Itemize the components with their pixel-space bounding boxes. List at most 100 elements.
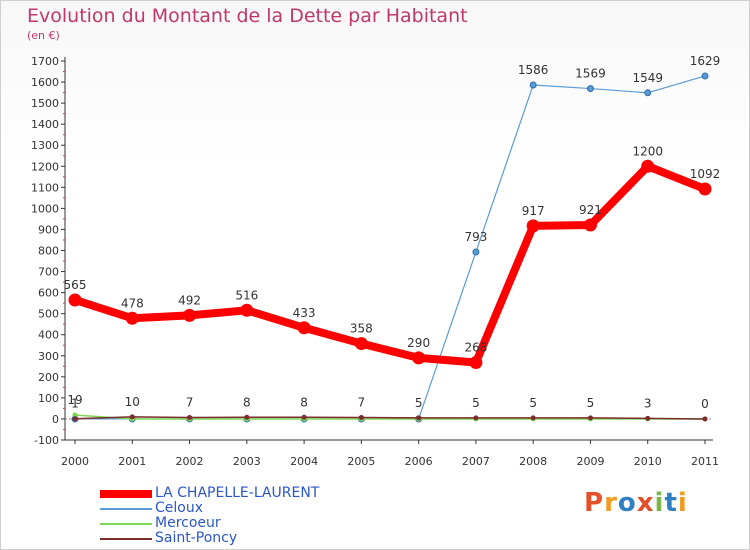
series-point-0 — [354, 337, 368, 351]
data-label: 7 — [358, 395, 366, 409]
data-label: 1629 — [690, 54, 721, 68]
chart-title: Evolution du Montant de la Dette par Hab… — [27, 5, 468, 27]
series-point-1 — [644, 89, 652, 97]
series-point-0 — [297, 321, 311, 335]
series-point-1 — [529, 81, 537, 89]
data-label: 921 — [579, 203, 602, 217]
data-label: 0 — [701, 397, 709, 411]
series-point-0 — [526, 219, 540, 233]
series-line-3 — [74, 416, 706, 420]
y-tick-label: 1400 — [31, 118, 59, 131]
y-tick-label: 700 — [38, 266, 59, 279]
x-tick-label: 2011 — [691, 455, 719, 468]
y-tick-label: 1600 — [31, 76, 59, 89]
y-tick-label: 1100 — [31, 181, 59, 194]
legend-label: Saint-Poncy — [155, 530, 238, 546]
series-point-3 — [473, 415, 479, 421]
logo-letter: i — [677, 488, 688, 518]
series-point-0 — [583, 218, 597, 232]
proxiti-logo: Proxiti — [584, 488, 688, 518]
series-point-1 — [701, 72, 709, 80]
series-point-3 — [416, 415, 422, 421]
logo-letter: i — [654, 488, 665, 518]
legend-swatch — [100, 538, 152, 540]
logo-letter: t — [664, 488, 678, 518]
x-tick-label: 2000 — [61, 455, 89, 468]
y-tick-label: 100 — [38, 392, 59, 405]
y-tick-label: 500 — [38, 308, 59, 321]
y-tick-label: 400 — [38, 329, 59, 342]
series-point-2 — [72, 412, 78, 418]
legend-swatch — [100, 523, 152, 525]
data-label: 478 — [121, 296, 144, 310]
data-label: 516 — [235, 288, 258, 302]
series-point-0 — [698, 182, 712, 196]
x-tick-label: 2004 — [290, 455, 318, 468]
data-label: 1569 — [575, 67, 606, 81]
series-point-3 — [301, 414, 307, 420]
data-label: 290 — [407, 336, 430, 350]
x-tick-label: 2003 — [233, 455, 261, 468]
series-point-0 — [125, 311, 139, 325]
data-label: 1 — [71, 397, 79, 411]
y-tick-label: 600 — [38, 287, 59, 300]
series-point-3 — [129, 414, 135, 420]
data-label: 5 — [587, 396, 595, 410]
data-label: 793 — [464, 230, 487, 244]
logo-letter: P — [584, 488, 605, 518]
series-point-1 — [586, 85, 594, 93]
series-point-0 — [412, 351, 426, 365]
y-tick-label: 1200 — [31, 160, 59, 173]
legend-label: Mercoeur — [155, 515, 221, 531]
data-label: 7 — [186, 395, 194, 409]
series-point-3 — [587, 415, 593, 421]
data-label: 1586 — [518, 63, 549, 77]
data-label: 8 — [300, 395, 308, 409]
y-tick-label: 900 — [38, 223, 59, 236]
legend-label: Celoux — [155, 500, 204, 516]
x-tick-label: 2002 — [176, 455, 204, 468]
data-label: 8 — [243, 395, 251, 409]
y-tick-label: 1500 — [31, 97, 59, 110]
logo-letter: r — [604, 488, 618, 518]
series-point-3 — [530, 415, 536, 421]
series-point-1 — [472, 248, 480, 256]
data-label: 492 — [178, 293, 201, 307]
legend-label: LA CHAPELLE-LAURENT — [155, 485, 320, 501]
logo-letter: o — [617, 488, 637, 518]
series-point-3 — [244, 414, 250, 420]
series-point-3 — [645, 415, 651, 421]
x-tick-label: 2009 — [576, 455, 604, 468]
logo-letter: x — [636, 488, 655, 518]
data-label: 5 — [529, 396, 537, 410]
data-label: 19 — [67, 393, 82, 407]
x-tick-label: 2001 — [118, 455, 146, 468]
series-line-1 — [74, 75, 706, 420]
y-tick-label: 1700 — [31, 55, 59, 68]
series-line-0 — [71, 162, 709, 367]
data-label: 268 — [464, 341, 487, 355]
series-point-3 — [72, 416, 78, 422]
data-label: 1092 — [690, 167, 721, 181]
data-label: 358 — [350, 322, 373, 336]
y-tick-label: 1300 — [31, 139, 59, 152]
x-tick-label: 2007 — [462, 455, 490, 468]
data-label: 565 — [64, 278, 87, 292]
y-tick-label: 0 — [52, 413, 59, 426]
chart-subtitle: (en €) — [27, 29, 60, 42]
data-label: 5 — [472, 396, 480, 410]
data-label: 5 — [415, 396, 423, 410]
x-tick-label: 2006 — [405, 455, 433, 468]
y-tick-label: -100 — [34, 434, 59, 447]
series-point-0 — [240, 303, 254, 317]
series-point-0 — [469, 356, 483, 370]
data-label: 917 — [522, 204, 545, 218]
y-tick-label: 1000 — [31, 202, 59, 215]
y-tick-label: 800 — [38, 245, 59, 258]
data-label: 10 — [125, 395, 140, 409]
series-line-2 — [74, 414, 706, 420]
x-tick-label: 2005 — [347, 455, 375, 468]
legend-swatch — [100, 508, 152, 510]
data-label: 1200 — [632, 144, 663, 158]
x-tick-label: 2010 — [634, 455, 662, 468]
